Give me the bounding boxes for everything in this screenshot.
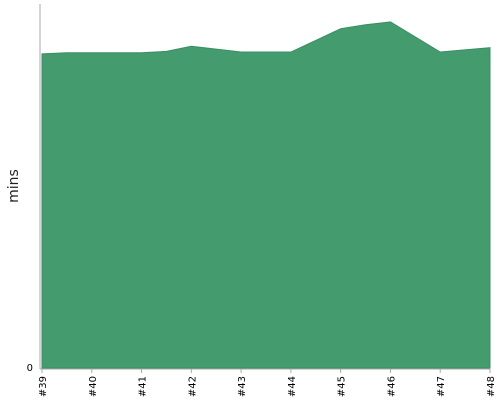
y-axis-ticks: 0 [27,363,33,374]
plot-area [41,21,491,369]
x-tick-label: #46 [386,376,397,397]
x-tick-label: #39 [38,376,49,397]
area-series [41,21,491,369]
x-tick-label: #41 [138,376,149,397]
x-tick-label: #40 [88,376,99,397]
x-tick-label: #45 [337,376,348,397]
x-tick-label: #48 [486,376,497,397]
y-axis-label: mins [6,169,22,203]
x-tick-label: #44 [287,376,298,397]
x-axis-ticks: #39 #40 #41 #42 #43 #44 #45 #46 #47 #48 [38,369,497,397]
y-tick-label: 0 [27,363,33,374]
x-tick-label: #42 [187,376,198,397]
x-tick-label: #43 [237,376,248,397]
x-tick-label: #47 [436,376,447,397]
